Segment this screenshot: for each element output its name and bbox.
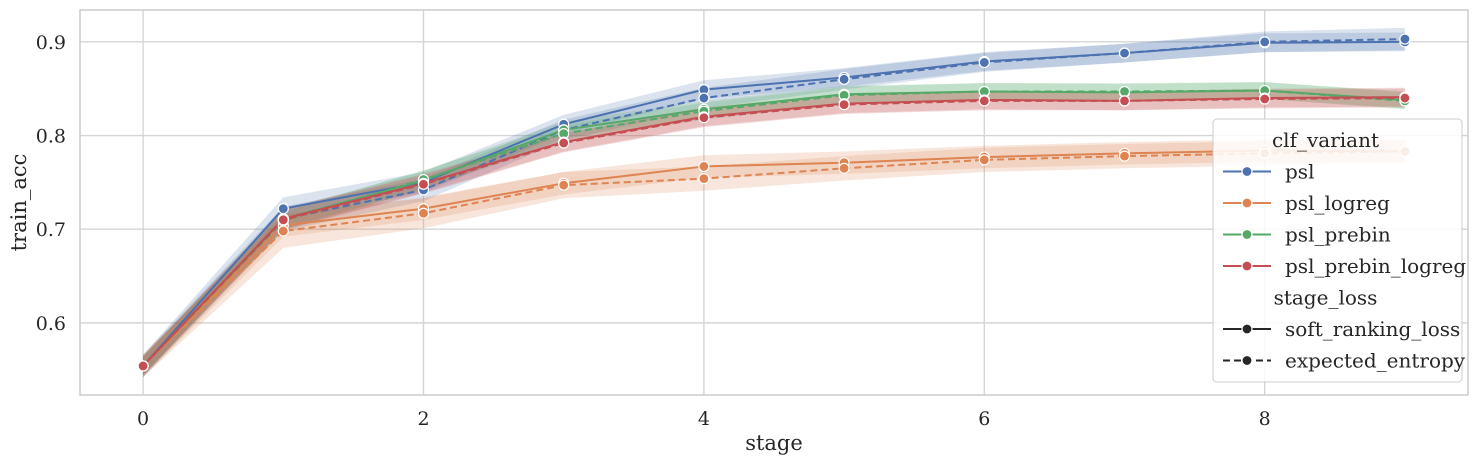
data-point-psl xyxy=(1118,47,1131,59)
series-line-psl xyxy=(142,38,1405,367)
data-point-psl_prebin_logreg xyxy=(558,137,570,149)
data-point-psl_logreg xyxy=(698,173,710,185)
confidence-bands xyxy=(143,27,1405,378)
data-point-psl xyxy=(698,92,710,104)
data-point-psl_prebin_logreg xyxy=(137,360,149,372)
ci-band-psl_logreg xyxy=(143,139,1405,378)
series-line-psl_prebin_logreg xyxy=(142,97,1405,367)
x-axis-label: stage xyxy=(745,431,803,455)
data-point-psl_prebin_logreg xyxy=(1118,95,1131,107)
legend: clf_variant psl psl_logreg psl_prebin psl_p… xyxy=(1212,118,1466,383)
series-line-psl_logreg xyxy=(142,149,1405,367)
legend-box xyxy=(1212,118,1463,383)
series-markers xyxy=(137,33,1411,372)
x-tick-labels: 0 2 4 6 8 xyxy=(137,408,1271,430)
data-point-psl_logreg xyxy=(978,154,990,166)
x-tick-label: 6 xyxy=(978,408,990,430)
legend-entry-psl_logreg: psl_logreg xyxy=(1285,191,1390,215)
legend-marker-psl_prebin_logreg xyxy=(1241,260,1253,272)
data-point-psl_logreg xyxy=(698,160,710,173)
legend-entry-psl: psl xyxy=(1285,160,1314,184)
data-point-psl xyxy=(277,202,289,215)
data-point-psl_prebin_logreg xyxy=(978,95,990,107)
y-tick-label: 0.6 xyxy=(36,313,66,335)
ci-band-psl_logreg xyxy=(143,139,1405,378)
legend-style-entry-expected_entropy: expected_entropy xyxy=(1285,349,1466,373)
data-point-psl xyxy=(1259,36,1271,48)
legend-marker-psl xyxy=(1241,165,1253,178)
data-point-psl_logreg xyxy=(1118,150,1131,162)
data-point-psl_logreg xyxy=(838,162,850,174)
legend-entry-psl_prebin_logreg: psl_prebin_logreg xyxy=(1285,254,1466,278)
y-tick-labels: 0.6 0.7 0.8 0.9 xyxy=(36,32,66,335)
legend-style-marker-expected_entropy xyxy=(1241,354,1253,367)
x-tick-label: 8 xyxy=(1259,408,1271,430)
series-lines xyxy=(142,38,1405,367)
y-tick-label: 0.9 xyxy=(36,32,66,54)
data-point-psl xyxy=(838,73,850,85)
x-tick-label: 2 xyxy=(417,408,429,430)
series-line-psl_prebin xyxy=(142,89,1405,367)
data-point-psl_prebin_logreg xyxy=(1259,93,1271,105)
legend-hue-title: clf_variant xyxy=(1272,128,1379,152)
x-tick-label: 4 xyxy=(698,408,710,430)
legend-marker-psl_logreg xyxy=(1241,197,1253,209)
legend-style-title: stage_loss xyxy=(1274,286,1378,310)
y-tick-label: 0.7 xyxy=(36,219,66,241)
series-line-psl_logreg xyxy=(142,150,1405,367)
data-point-psl_prebin xyxy=(1118,85,1131,98)
x-tick-label: 0 xyxy=(137,408,149,430)
data-point-psl_prebin_logreg xyxy=(698,112,710,124)
data-point-psl_prebin_logreg xyxy=(417,178,430,190)
plot-frame xyxy=(79,9,1469,396)
data-point-psl_logreg xyxy=(277,225,289,237)
legend-entry-psl_prebin: psl_prebin xyxy=(1285,223,1391,247)
legend-hue-entries: psl psl_logreg psl_prebin psl_prebin_logreg xyxy=(1223,160,1466,278)
legend-style-entry-soft_ranking_loss: soft_ranking_loss xyxy=(1285,317,1460,341)
data-point-psl xyxy=(978,56,990,69)
data-point-psl xyxy=(1399,33,1411,45)
legend-marker-psl_prebin xyxy=(1241,228,1253,241)
ci-band-psl xyxy=(143,27,1405,378)
data-point-psl_logreg xyxy=(417,207,430,219)
data-point-psl_prebin_logreg xyxy=(838,99,850,111)
data-point-psl_prebin_logreg xyxy=(277,214,289,226)
legend-style-marker-soft_ranking_loss xyxy=(1241,323,1253,335)
legend-style-entries: soft_ranking_loss expected_entropy xyxy=(1223,317,1466,373)
y-axis-label: train_acc xyxy=(7,154,31,252)
data-point-psl_prebin_logreg xyxy=(1399,92,1411,104)
y-tick-label: 0.8 xyxy=(36,126,66,148)
data-point-psl_logreg xyxy=(558,179,570,191)
